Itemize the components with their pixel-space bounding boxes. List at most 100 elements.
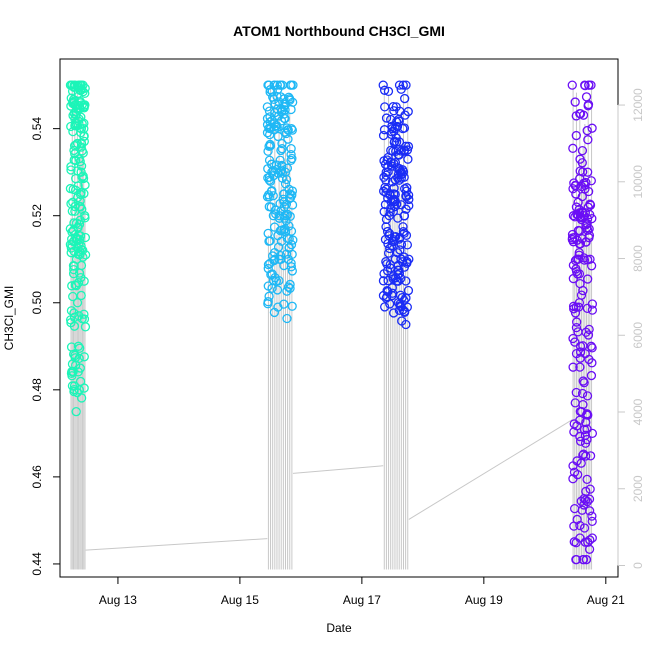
data-point: [378, 80, 388, 90]
data-point: [569, 521, 579, 531]
x-tick-label: Aug 13: [99, 593, 137, 607]
y2-tick-label: 2000: [631, 475, 645, 502]
y-tick-label: 0.44: [30, 552, 44, 576]
data-point: [284, 221, 294, 231]
data-point: [395, 245, 405, 255]
data-point: [283, 134, 293, 144]
data-point: [381, 167, 391, 177]
data-point: [383, 86, 394, 96]
data-point: [273, 131, 283, 142]
data-point: [78, 80, 88, 90]
data-point: [579, 253, 589, 263]
data-point: [571, 538, 581, 548]
data-point: [396, 239, 407, 250]
data-point: [568, 273, 579, 284]
data-point: [73, 243, 83, 253]
data-point: [287, 200, 298, 210]
data-point: [380, 182, 390, 193]
data-point: [587, 428, 598, 439]
data-point: [66, 306, 77, 316]
data-point: [583, 330, 594, 340]
data-point: [68, 268, 79, 279]
data-point: [76, 260, 87, 271]
data-point: [581, 92, 592, 102]
data-point: [389, 189, 399, 199]
data-point: [379, 269, 389, 279]
data-point: [77, 172, 87, 182]
data-point: [397, 316, 407, 326]
data-point: [394, 116, 404, 126]
data-point: [575, 415, 585, 425]
data-point: [401, 276, 411, 286]
data-point: [577, 145, 588, 156]
data-point: [386, 157, 396, 168]
data-point: [578, 399, 588, 410]
data-point: [395, 106, 405, 116]
data-point: [277, 80, 288, 90]
data-point: [396, 173, 406, 183]
data-point: [571, 130, 581, 141]
data-point: [70, 149, 80, 159]
data-point: [78, 173, 89, 184]
data-point: [286, 155, 296, 166]
data-point: [404, 201, 414, 211]
y2-tick-label: 12000: [631, 88, 645, 122]
data-point: [584, 209, 595, 220]
data-point: [266, 186, 277, 197]
y2-tick-label: 6000: [631, 322, 645, 349]
data-point: [401, 186, 412, 196]
data-point: [575, 347, 586, 357]
data-point: [270, 254, 280, 264]
data-point: [265, 139, 275, 150]
data-point: [71, 121, 81, 131]
data-point: [575, 362, 585, 372]
data-point: [70, 206, 80, 217]
data-point: [79, 276, 89, 286]
data-point: [578, 554, 588, 565]
x-tick-label: Aug 15: [221, 593, 259, 607]
data-point: [577, 406, 587, 417]
data-point: [587, 123, 597, 133]
data-point: [385, 299, 395, 309]
data-point: [570, 503, 580, 514]
data-point: [277, 144, 287, 154]
data-point: [75, 85, 86, 96]
data-point: [385, 207, 395, 217]
data-point: [578, 285, 588, 296]
data-point: [379, 186, 389, 196]
data-point: [71, 254, 82, 264]
data-point: [265, 176, 276, 187]
data-point: [264, 80, 274, 90]
data-point: [268, 211, 279, 221]
altitude-transit-line: [85, 538, 268, 551]
data-point: [383, 238, 393, 249]
data-point: [386, 145, 396, 156]
data-point: [285, 95, 295, 105]
data-point: [79, 352, 89, 362]
data-point: [570, 180, 581, 190]
data-point: [69, 264, 79, 275]
data-point: [585, 535, 595, 545]
data-point: [75, 231, 86, 241]
data-point: [398, 222, 408, 232]
data-point: [587, 516, 597, 527]
y2-tick-label: 0: [631, 562, 645, 569]
data-point: [579, 493, 589, 504]
data-point: [266, 202, 276, 212]
data-point: [74, 311, 84, 321]
data-point: [570, 308, 581, 318]
y-tick-label: 0.52: [30, 204, 44, 228]
data-point: [272, 285, 283, 295]
data-point: [71, 140, 81, 150]
data-point: [283, 282, 294, 292]
data-point: [76, 393, 87, 403]
data-point: [381, 113, 392, 123]
data-point: [398, 123, 408, 134]
data-point: [569, 178, 579, 188]
data-point: [396, 167, 406, 177]
data-point: [77, 84, 87, 95]
data-point: [584, 544, 595, 554]
data-point: [75, 189, 86, 200]
data-point: [571, 348, 582, 359]
data-point: [573, 225, 584, 236]
